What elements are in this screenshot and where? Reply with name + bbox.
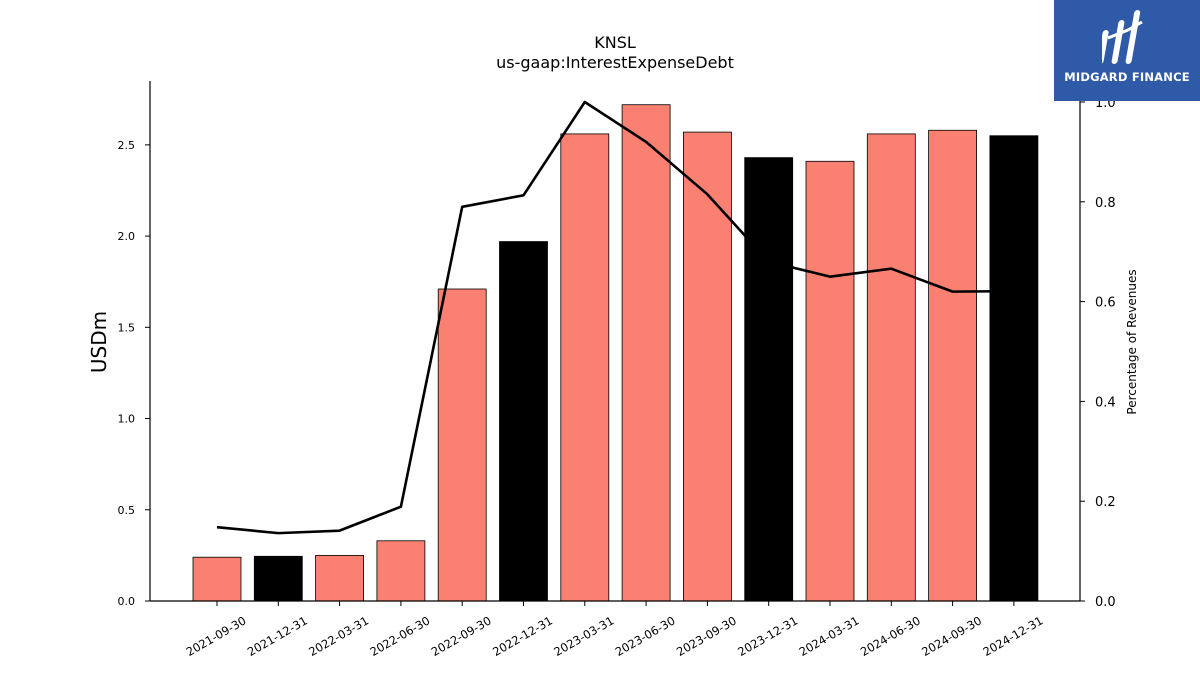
x-tick-label: 2024-03-31 (797, 613, 862, 659)
line-layer (216, 100, 1015, 535)
x-tick-label: 2022-03-31 (306, 613, 371, 659)
bar-2021-09-30 (192, 556, 242, 602)
x-tick-label: 2021-12-31 (245, 613, 310, 659)
y-right-tick-label: 0.6 (1095, 296, 1116, 311)
y-tick-label: 2.0 (118, 230, 136, 243)
x-tick-label: 2023-06-30 (613, 613, 678, 659)
x-tick-label: 2021-09-30 (184, 613, 249, 659)
logo-text: MIDGARD FINANCE (1064, 70, 1190, 84)
midgard-logo-icon (1102, 10, 1143, 64)
y-right-tick-label: 0.4 (1095, 395, 1116, 410)
bar-2024-12-31 (989, 135, 1039, 602)
bar-2023-06-30 (621, 104, 671, 602)
brand-logo: MIDGARD FINANCE (1054, 0, 1200, 101)
revenue-share-line (216, 100, 1014, 535)
x-tick-label: 2024-09-30 (919, 613, 984, 659)
bar-2024-03-31 (805, 160, 855, 602)
x-tick-label: 2022-06-30 (368, 613, 433, 659)
bars-layer (192, 104, 1039, 602)
x-tick-label: 2024-06-30 (858, 613, 923, 659)
bar-2023-09-30 (683, 131, 732, 602)
x-tick-label: 2022-12-31 (490, 613, 555, 659)
bar-2022-12-31 (499, 241, 548, 602)
x-tick-label: 2022-09-30 (429, 613, 494, 659)
bar-2023-03-31 (560, 133, 610, 602)
y-right-tick-label: 0.2 (1095, 495, 1116, 510)
x-tick-label: 2023-09-30 (674, 613, 739, 659)
y-tick-label: 1.0 (118, 413, 136, 426)
x-tick-label: 2024-12-31 (981, 613, 1046, 659)
bar-2022-03-31 (315, 554, 365, 602)
bar-2023-12-31 (744, 157, 794, 602)
bar-2022-06-30 (376, 540, 426, 602)
bar-2024-06-30 (866, 133, 916, 602)
y-tick-label: 0.0 (118, 595, 136, 608)
chart-title: KNSL (594, 33, 636, 52)
bar-2024-09-30 (928, 129, 977, 602)
bar-2021-12-31 (253, 555, 303, 602)
chart-subtitle: us-gaap:InterestExpenseDebt (496, 53, 734, 72)
x-tick-label: 2023-12-31 (735, 613, 800, 659)
y-axis-right-label: Percentage of Revenues (1125, 269, 1139, 414)
y-tick-label: 1.5 (118, 321, 136, 334)
y-axis-label: USDm (87, 311, 111, 373)
bar-2022-09-30 (437, 288, 487, 602)
y-tick-label: 0.5 (118, 504, 136, 517)
x-tick-label: 2023-03-31 (551, 613, 616, 659)
y-right-tick-label: 0.8 (1095, 196, 1116, 211)
y-right-tick-label: 0.0 (1095, 595, 1116, 610)
y-tick-label: 2.5 (118, 139, 136, 152)
